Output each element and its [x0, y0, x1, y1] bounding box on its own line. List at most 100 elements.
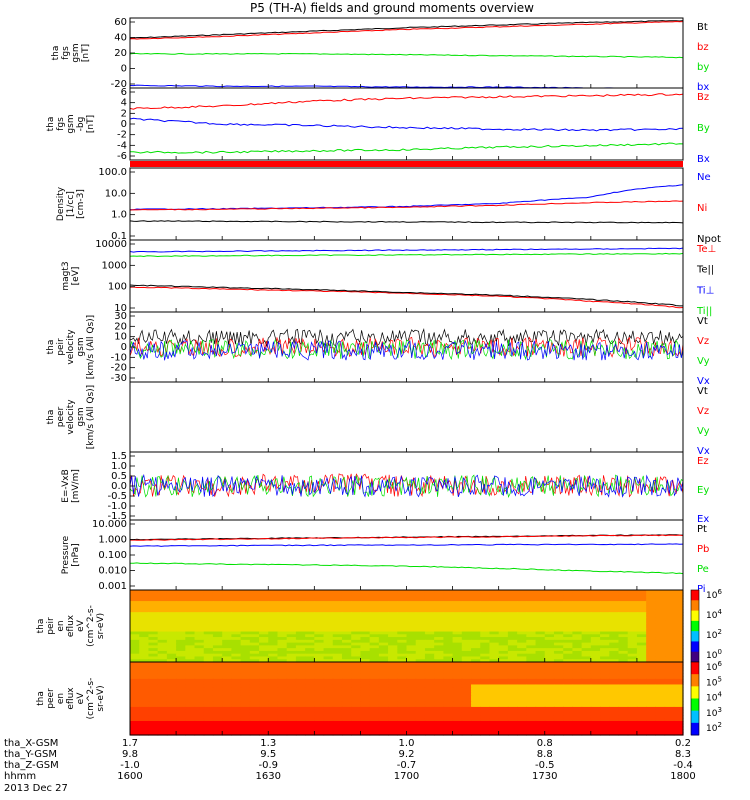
spectrogram-cell — [360, 670, 371, 674]
spectrogram-cell — [443, 706, 454, 711]
spectrogram-cell — [157, 720, 168, 725]
spectrogram-cell — [600, 723, 610, 728]
spectrogram-cell — [194, 590, 205, 594]
spectrogram-cell — [517, 612, 527, 616]
spectrogram-cell — [646, 659, 656, 663]
spectrogram-cell — [231, 650, 242, 655]
spectrogram-cell — [646, 617, 656, 622]
spectrogram-cell — [222, 684, 232, 688]
spectrogram-cell — [526, 634, 537, 638]
spectrogram-cell — [185, 653, 196, 658]
spectrogram-cell — [259, 614, 269, 619]
spectrogram-cell — [286, 723, 297, 728]
spectrogram-cell — [535, 631, 546, 635]
spectrogram-cell — [424, 729, 435, 733]
spectrogram-cell — [443, 678, 454, 683]
spectrogram-cell — [526, 706, 537, 711]
spectrogram-cell — [185, 617, 196, 622]
spectrogram-cell — [590, 704, 601, 708]
spectrogram-cell — [369, 642, 380, 646]
spectrogram-cell — [249, 664, 260, 669]
spectrogram-cell — [341, 628, 352, 633]
spectrogram-cell — [369, 614, 380, 619]
spectrogram-cell — [581, 701, 592, 705]
spectrogram-cell — [332, 631, 343, 635]
spectrogram-cell — [517, 617, 527, 622]
spectrogram-cell — [157, 601, 168, 605]
spectrogram-cell — [249, 653, 260, 658]
spectrogram-cell — [332, 687, 343, 691]
spectrogram-cell — [259, 603, 269, 608]
spectrogram-cell — [471, 709, 481, 714]
spectrogram-cell — [222, 637, 232, 641]
spectrogram-cell — [360, 715, 371, 719]
spectrogram-cell — [314, 612, 325, 616]
spectrogram-cell — [259, 623, 269, 627]
spectrogram-cell — [332, 659, 343, 663]
spectrogram-cell — [203, 695, 214, 700]
spectrogram-cell — [590, 662, 601, 666]
spectrogram-cell — [286, 664, 297, 669]
spectrogram-cell — [130, 706, 140, 711]
spectrogram-cell — [636, 592, 647, 597]
spectrogram-cell — [489, 684, 500, 688]
spectrogram-cell — [388, 626, 398, 630]
spectrogram-cell — [212, 676, 223, 680]
spectrogram-cell — [507, 648, 518, 652]
spectrogram-cell — [489, 667, 500, 672]
spectrogram-cell — [166, 698, 177, 702]
spectrogram-cell — [332, 698, 343, 702]
spectrogram-cell — [388, 645, 398, 649]
spectrogram-cell — [526, 623, 537, 627]
spectrogram-cell — [249, 634, 260, 638]
spectrogram-cell — [572, 628, 583, 633]
spectrogram-cell — [249, 692, 260, 697]
spectrogram-cell — [148, 626, 159, 630]
spectrogram-cell — [295, 614, 306, 619]
spectrogram-cell — [590, 603, 601, 608]
spectrogram-cell — [166, 592, 177, 597]
spectrogram-cell — [249, 726, 260, 730]
spectrogram-cell — [480, 601, 491, 605]
spectrogram-cell — [553, 720, 564, 725]
spectrogram-cell — [507, 639, 518, 644]
spectrogram-cell — [369, 678, 380, 683]
spectrogram-cell — [544, 648, 555, 652]
spectrogram-cell — [600, 715, 610, 719]
spectrogram-cell — [351, 720, 362, 725]
spectrogram-cell — [277, 606, 288, 610]
spectrogram-cell — [424, 704, 435, 708]
spectrogram-cell — [627, 614, 638, 619]
spectrogram-cell — [507, 653, 518, 658]
spectrogram-cell — [231, 681, 242, 686]
spectrogram-cell — [507, 678, 518, 683]
spectrogram-cell — [406, 598, 417, 602]
spectrogram-cell — [452, 712, 463, 716]
spectrogram-cell — [222, 656, 232, 660]
spectrogram-cell — [166, 648, 177, 652]
spectrogram-cell — [590, 732, 601, 736]
spectrogram-cell — [130, 617, 140, 622]
spectrogram-cell — [388, 628, 398, 633]
spectrogram-cell — [341, 723, 352, 728]
spectrogram-cell — [351, 620, 362, 624]
spectrogram-cell — [203, 715, 214, 719]
spectrogram-cell — [378, 715, 389, 719]
x-axis-value: 1630 — [256, 771, 281, 782]
spectrogram-cell — [627, 712, 638, 716]
spectrogram-cell — [471, 590, 481, 594]
spectrogram-cell — [314, 626, 325, 630]
spectrogram-cell — [388, 678, 398, 683]
spectrogram-cell — [581, 592, 592, 597]
spectrogram-cell — [203, 606, 214, 610]
spectrogram-cell — [240, 595, 251, 599]
spectrogram-cell — [535, 726, 546, 730]
spectrogram-cell — [489, 650, 500, 655]
spectrogram-cell — [673, 726, 684, 730]
spectrogram-cell — [572, 639, 583, 644]
spectrogram-cell — [139, 698, 150, 702]
spectrogram-cell — [507, 592, 518, 597]
spectrogram-cell — [166, 718, 177, 722]
spectrogram-cell — [507, 712, 518, 716]
legend-entry-Bz: Bz — [697, 92, 709, 103]
